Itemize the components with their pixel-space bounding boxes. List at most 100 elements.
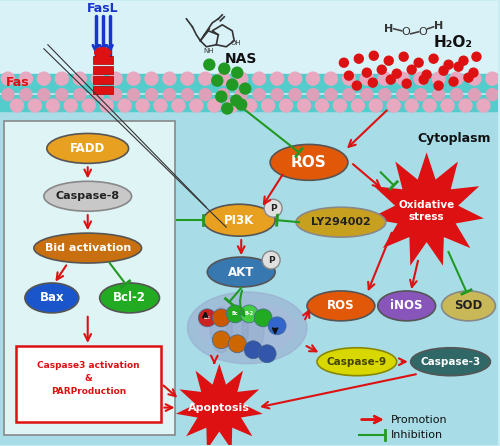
- Circle shape: [399, 52, 408, 61]
- Circle shape: [270, 72, 283, 85]
- Circle shape: [262, 251, 280, 269]
- Text: P: P: [268, 256, 274, 264]
- Circle shape: [226, 99, 238, 112]
- Circle shape: [378, 72, 391, 85]
- Bar: [92, 56, 112, 64]
- Circle shape: [396, 89, 408, 100]
- Bar: [0, 95, 498, 111]
- Circle shape: [264, 199, 282, 217]
- Circle shape: [74, 89, 86, 100]
- Text: Bax: Bax: [40, 291, 64, 305]
- Circle shape: [234, 72, 248, 85]
- Text: PARProduction: PARProduction: [51, 387, 127, 396]
- Circle shape: [212, 331, 230, 349]
- Circle shape: [182, 89, 194, 100]
- Circle shape: [454, 62, 463, 71]
- Circle shape: [324, 72, 338, 85]
- Circle shape: [352, 81, 362, 90]
- Ellipse shape: [307, 291, 375, 321]
- Circle shape: [434, 81, 443, 90]
- Circle shape: [109, 72, 122, 85]
- Text: Caspase-8: Caspase-8: [56, 191, 120, 201]
- Circle shape: [298, 99, 310, 112]
- Circle shape: [468, 72, 481, 85]
- Ellipse shape: [317, 348, 396, 376]
- Ellipse shape: [47, 133, 128, 163]
- Ellipse shape: [242, 307, 264, 353]
- Text: ROS: ROS: [327, 299, 354, 312]
- Text: Inhibition: Inhibition: [390, 430, 443, 441]
- Circle shape: [46, 99, 60, 112]
- Circle shape: [252, 72, 266, 85]
- Circle shape: [2, 72, 15, 85]
- Text: OH: OH: [231, 40, 241, 46]
- Ellipse shape: [34, 233, 142, 263]
- Text: O: O: [402, 27, 410, 37]
- Circle shape: [82, 99, 95, 112]
- Circle shape: [405, 99, 418, 112]
- Text: Promotion: Promotion: [390, 414, 448, 425]
- Circle shape: [190, 99, 203, 112]
- Circle shape: [472, 52, 481, 61]
- Ellipse shape: [210, 307, 232, 353]
- Circle shape: [340, 58, 348, 67]
- Circle shape: [414, 89, 426, 100]
- Text: NH: NH: [203, 48, 213, 54]
- Text: Fas: Fas: [6, 76, 30, 89]
- Circle shape: [204, 59, 215, 70]
- Circle shape: [432, 89, 444, 100]
- FancyBboxPatch shape: [16, 346, 162, 421]
- Circle shape: [423, 99, 436, 112]
- Circle shape: [271, 89, 283, 100]
- Text: Oxidative: Oxidative: [398, 200, 454, 210]
- Circle shape: [218, 89, 230, 100]
- Text: Bx: Bx: [204, 315, 211, 320]
- Bar: [92, 76, 112, 83]
- Circle shape: [419, 75, 428, 84]
- Circle shape: [450, 89, 462, 100]
- Circle shape: [20, 72, 32, 85]
- Ellipse shape: [226, 307, 248, 353]
- Ellipse shape: [296, 207, 386, 237]
- Circle shape: [459, 56, 468, 65]
- Circle shape: [432, 72, 445, 85]
- Circle shape: [64, 99, 77, 112]
- Circle shape: [422, 70, 431, 79]
- Ellipse shape: [44, 182, 132, 211]
- Ellipse shape: [208, 257, 275, 287]
- Circle shape: [307, 89, 319, 100]
- Circle shape: [212, 75, 223, 86]
- Text: SOD: SOD: [454, 299, 482, 312]
- Circle shape: [361, 89, 373, 100]
- Ellipse shape: [378, 291, 436, 321]
- Ellipse shape: [410, 348, 490, 376]
- Circle shape: [38, 72, 51, 85]
- Bar: [0, 1, 498, 74]
- Circle shape: [199, 72, 212, 85]
- Circle shape: [100, 99, 113, 112]
- Circle shape: [414, 72, 427, 85]
- Circle shape: [464, 73, 473, 82]
- Circle shape: [429, 54, 438, 63]
- Text: stress: stress: [409, 212, 444, 222]
- Circle shape: [344, 71, 354, 80]
- Text: Bid activation: Bid activation: [44, 243, 131, 253]
- Bar: [0, 111, 498, 446]
- Bar: [92, 86, 112, 94]
- Circle shape: [146, 89, 158, 100]
- Circle shape: [441, 99, 454, 112]
- Circle shape: [219, 63, 230, 74]
- Ellipse shape: [25, 283, 78, 313]
- Circle shape: [258, 345, 276, 363]
- Circle shape: [253, 89, 265, 100]
- Circle shape: [387, 99, 400, 112]
- Text: H₂O₂: H₂O₂: [434, 35, 473, 50]
- Text: H: H: [434, 21, 443, 31]
- Circle shape: [56, 72, 68, 85]
- Text: B-2: B-2: [244, 311, 254, 316]
- Circle shape: [354, 54, 364, 63]
- Circle shape: [232, 67, 242, 78]
- Circle shape: [154, 99, 167, 112]
- Polygon shape: [176, 364, 262, 446]
- Bar: [92, 66, 112, 74]
